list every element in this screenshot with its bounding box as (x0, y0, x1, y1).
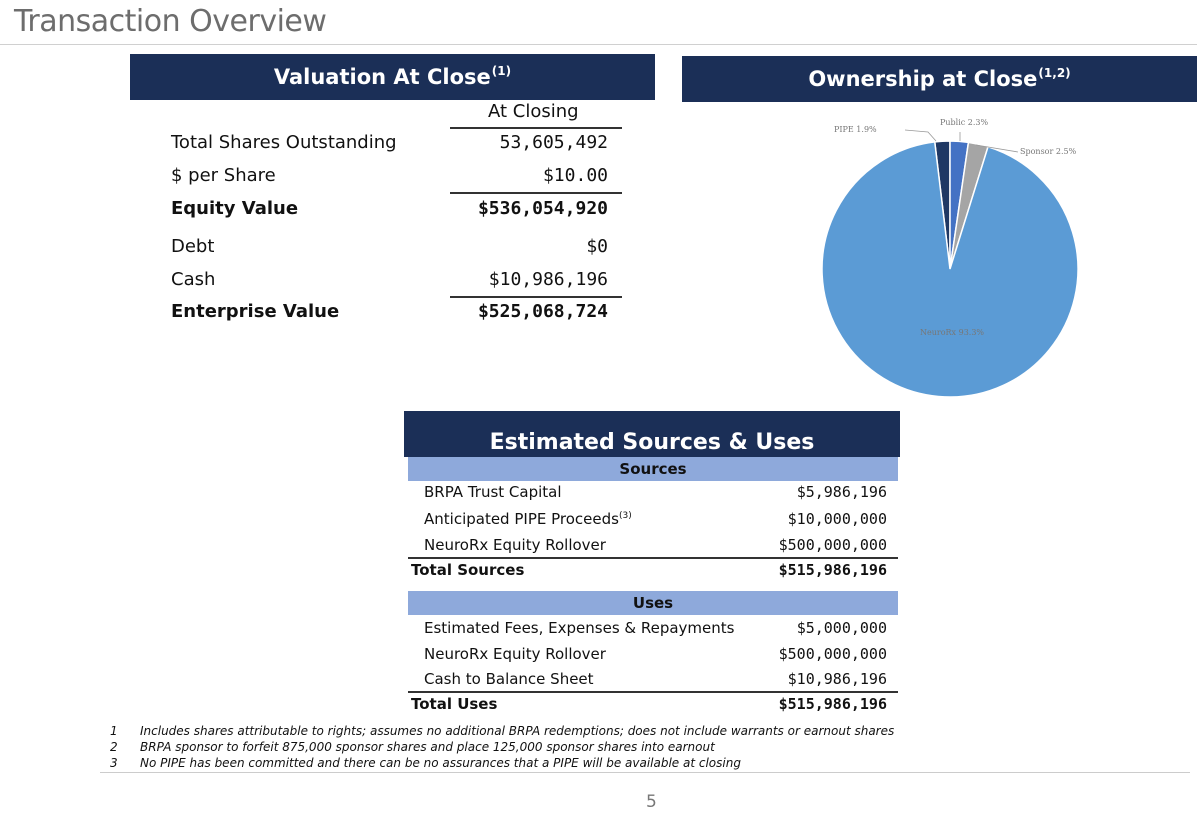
uses-label: Cash to Balance Sheet (424, 670, 594, 688)
page-title: Transaction Overview (14, 4, 327, 39)
valuation-column-header: At Closing (488, 101, 579, 122)
uses-total-label: Total Uses (411, 695, 498, 713)
uses-value: $500,000,000 (778, 645, 887, 663)
pie-label-sponsor: Sponsor 2.5% (1020, 147, 1077, 156)
sources-value: $5,986,196 (796, 483, 887, 501)
valuation-value: $0 (586, 236, 608, 257)
sources-total-label: Total Sources (411, 561, 525, 579)
sources-label-sup: (3) (618, 511, 632, 521)
valuation-value: $10,986,196 (488, 269, 608, 290)
equity-rule (450, 192, 622, 194)
sources-band: Sources (408, 457, 898, 481)
valuation-label: Cash (171, 269, 216, 290)
pie-label-neurorx: NeuroRx 93.3% (920, 328, 984, 337)
sources-value: $500,000,000 (778, 536, 887, 554)
sources-label: BRPA Trust Capital (424, 483, 562, 501)
valuation-column-rule (450, 127, 622, 129)
valuation-header: Valuation At Close (1) (130, 54, 655, 100)
footnote: 2 BRPA sponsor to forfeit 875,000 sponsor… (110, 740, 715, 754)
uses-total-value: $515,986,196 (778, 695, 887, 713)
sources-total-rule (408, 557, 898, 559)
uses-value: $10,986,196 (787, 670, 887, 688)
sources-label-pipe: Anticipated PIPE Proceeds(3) (424, 510, 632, 528)
uses-label: Estimated Fees, Expenses & Repayments (424, 619, 735, 637)
valuation-header-text: Valuation At Close (273, 65, 491, 89)
pipe-leader-line (904, 129, 937, 142)
footnote: 1 Includes shares attributable to rights;… (110, 724, 894, 738)
ownership-header-text: Ownership at Close (808, 67, 1038, 91)
ownership-header: Ownership at Close (1,2) (682, 56, 1197, 102)
valuation-label: $ per Share (171, 165, 276, 186)
footer-divider (100, 772, 1190, 773)
footnote-number: 2 (110, 740, 118, 754)
valuation-label: Debt (171, 236, 215, 257)
pie-slice-neurorx (821, 141, 1079, 398)
valuation-label: Equity Value (171, 198, 299, 219)
valuation-value: 53,605,492 (499, 132, 608, 153)
uses-total-rule (408, 691, 898, 693)
sources-label: Anticipated PIPE Proceeds (424, 510, 619, 528)
ownership-header-sup: (1,2) (1038, 66, 1071, 80)
uses-label: NeuroRx Equity Rollover (424, 645, 606, 663)
pie-label-pipe: PIPE 1.9% (834, 125, 877, 134)
valuation-value: $536,054,920 (477, 198, 608, 219)
footnote-text: Includes shares attributable to rights; … (140, 724, 895, 738)
footnote: 3 No PIPE has been committed and there ca… (110, 756, 741, 770)
page-number: 5 (646, 792, 657, 812)
sources-total-value: $515,986,196 (778, 561, 887, 579)
footnote-number: 1 (110, 724, 118, 738)
sources-label: NeuroRx Equity Rollover (424, 536, 606, 554)
sources-uses-header: Estimated Sources & Uses (404, 411, 900, 457)
title-divider (0, 44, 1197, 45)
uses-value: $5,000,000 (796, 619, 887, 637)
valuation-value: $10.00 (542, 165, 608, 186)
footnote-number: 3 (110, 756, 118, 770)
ownership-pie-chart: PIPE 1.9% Public 2.3% Sponsor 2.5% Neuro… (821, 118, 1079, 398)
sponsor-leader-line (975, 144, 1019, 153)
valuation-label: Total Shares Outstanding (171, 132, 397, 153)
uses-band: Uses (408, 591, 898, 615)
footnote-text: No PIPE has been committed and there can… (140, 756, 741, 770)
sources-value: $10,000,000 (787, 510, 887, 528)
pie-label-public: Public 2.3% (940, 118, 989, 127)
footnote-text: BRPA sponsor to forfeit 875,000 sponsor … (140, 740, 715, 754)
valuation-header-sup: (1) (491, 64, 512, 78)
valuation-label: Enterprise Value (171, 301, 340, 322)
valuation-value: $525,068,724 (477, 301, 608, 322)
enterprise-rule (450, 296, 622, 298)
